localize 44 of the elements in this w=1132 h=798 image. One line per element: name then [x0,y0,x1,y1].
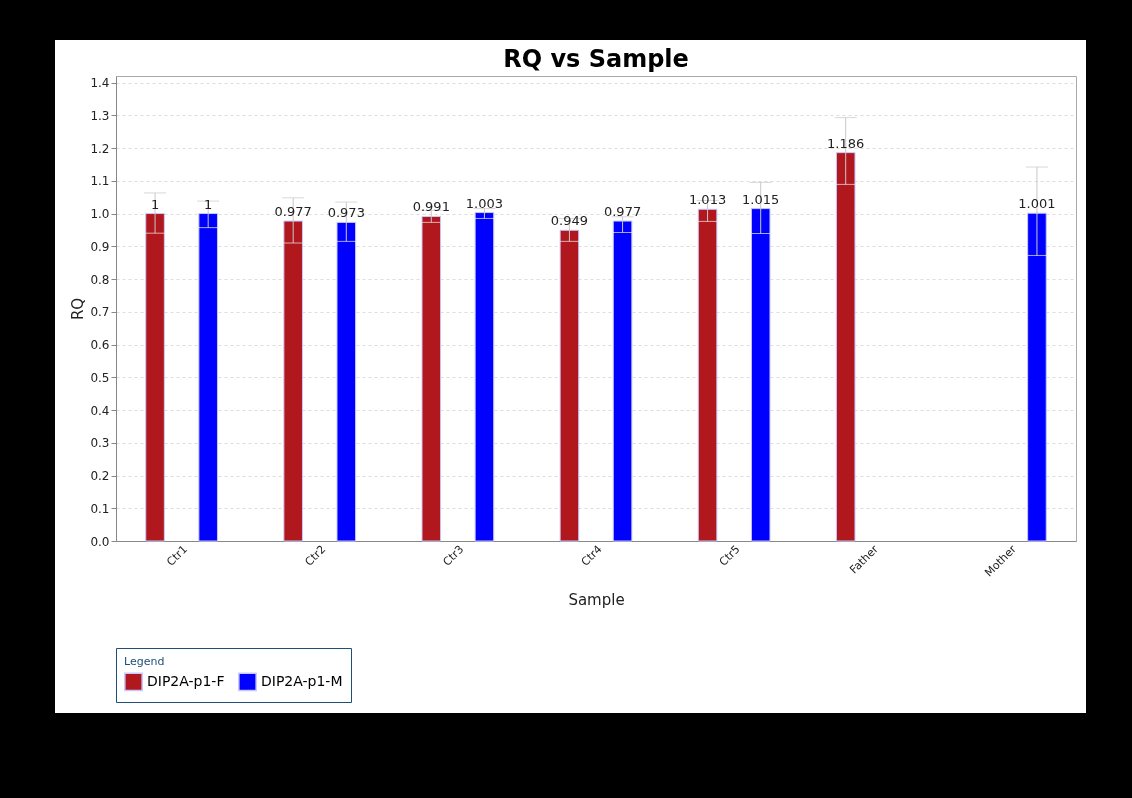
y-tick-label: 0.1 [90,501,110,516]
data-label: 1 [204,196,213,212]
legend-label: DIP2A-p1-F [147,672,225,689]
bar [421,215,442,542]
data-label: 0.977 [603,204,642,220]
y-tick-label: 1.2 [90,141,110,156]
bar [474,212,495,542]
y-tick-label: 0.6 [90,338,110,353]
y-tick-label: 1.4 [90,76,110,91]
chart-title: RQ vs Sample [503,45,689,73]
bar [559,229,580,542]
y-axis-title: RQ [69,297,88,321]
bar [336,221,357,542]
y-tick-label: 0.7 [90,305,110,320]
y-tick-label: 0.3 [90,436,110,451]
x-axis-title: Sample [568,590,625,609]
bar [283,220,303,542]
y-tick-label: 0.5 [90,370,110,385]
bar [1027,212,1047,542]
y-tick-label: 1.1 [90,174,110,189]
y-tick-label: 1.0 [90,207,110,222]
data-label: 1.013 [688,192,727,208]
data-label: 1.001 [1018,196,1056,212]
bar [835,152,856,542]
data-label: 1.003 [465,195,504,211]
y-tick-label: 0.2 [90,469,110,484]
legend-title: Legend [124,655,165,668]
data-label: 1.186 [827,135,865,151]
bar [145,213,165,542]
y-tick-label: 0.0 [90,534,110,549]
data-label: 0.991 [412,199,450,215]
bar [697,208,718,542]
legend-label: DIP2A-p1-M [261,672,343,689]
bar [750,208,771,542]
y-tick-label: 0.8 [90,272,110,287]
y-tick-label: 0.9 [90,239,110,254]
data-label: 0.949 [550,213,589,229]
y-tick-label: 1.3 [90,108,110,123]
data-label: 0.977 [274,204,312,220]
bar [198,213,218,542]
data-label: 1.015 [742,191,780,207]
data-label: 1 [150,196,160,212]
data-label: 0.973 [327,205,365,221]
y-tick-label: 0.4 [90,403,110,418]
